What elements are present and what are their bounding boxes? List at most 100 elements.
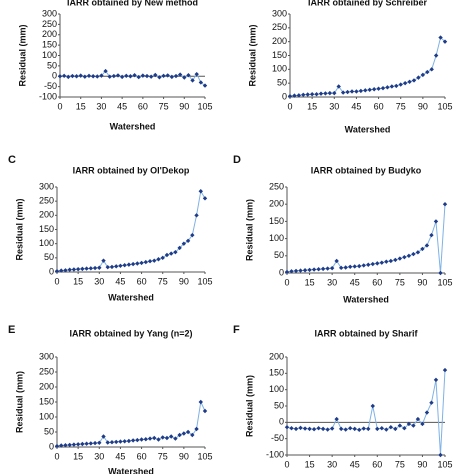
data-point bbox=[153, 72, 158, 78]
data-point bbox=[398, 82, 403, 87]
data-point bbox=[194, 213, 199, 218]
x-tick-label: 30 bbox=[96, 101, 106, 111]
data-point bbox=[198, 399, 203, 405]
data-point bbox=[54, 268, 60, 274]
data-point bbox=[323, 91, 328, 96]
data-point bbox=[177, 432, 182, 438]
data-point bbox=[122, 439, 127, 444]
y-tick-label: 50 bbox=[47, 60, 57, 70]
x-tick-label: 105 bbox=[197, 451, 212, 461]
data-point bbox=[202, 83, 208, 88]
data-point bbox=[66, 74, 71, 80]
data-point bbox=[320, 266, 326, 272]
data-point bbox=[80, 266, 85, 272]
data-point bbox=[168, 434, 174, 439]
data-point bbox=[293, 268, 299, 274]
data-point bbox=[157, 75, 162, 80]
x-tick-label: 45 bbox=[117, 101, 127, 111]
data-point bbox=[314, 92, 319, 97]
y-tick-label: 100 bbox=[269, 233, 284, 243]
data-point bbox=[379, 260, 384, 265]
data-point bbox=[367, 87, 372, 93]
data-point bbox=[397, 256, 403, 261]
x-tick-label: 15 bbox=[76, 101, 86, 111]
data-point bbox=[70, 73, 75, 79]
data-point bbox=[371, 87, 377, 92]
data-point bbox=[190, 78, 195, 83]
y-tick-label: 150 bbox=[39, 224, 54, 234]
data-point bbox=[442, 367, 448, 373]
y-tick-label: 200 bbox=[269, 351, 284, 361]
y-tick-label: 300 bbox=[39, 181, 54, 191]
data-point bbox=[74, 74, 79, 79]
data-point bbox=[135, 437, 140, 443]
x-tick-label: 30 bbox=[327, 277, 337, 287]
x-tick-label: 15 bbox=[73, 276, 83, 286]
data-point bbox=[438, 270, 443, 276]
data-point bbox=[357, 263, 362, 269]
data-point bbox=[307, 267, 312, 273]
data-point bbox=[107, 74, 112, 79]
data-point bbox=[122, 263, 127, 268]
data-point bbox=[118, 439, 123, 444]
data-point bbox=[316, 426, 321, 431]
data-point bbox=[289, 426, 294, 431]
data-point bbox=[352, 264, 357, 269]
data-point bbox=[202, 196, 208, 201]
data-point bbox=[164, 435, 170, 441]
data-point bbox=[302, 426, 308, 431]
data-point bbox=[389, 84, 395, 89]
data-point bbox=[348, 264, 353, 270]
panel-letter: C bbox=[8, 154, 16, 166]
data-point bbox=[80, 441, 85, 447]
data-point bbox=[424, 243, 430, 248]
y-tick-label: 0 bbox=[52, 71, 57, 81]
data-point bbox=[284, 269, 290, 275]
x-tick-label: 60 bbox=[374, 101, 384, 111]
data-point bbox=[82, 74, 88, 79]
data-point bbox=[177, 245, 182, 251]
y-tick-label: 0 bbox=[279, 417, 284, 427]
series-line bbox=[56, 400, 206, 447]
data-point bbox=[194, 426, 199, 432]
y-tick-label: 0 bbox=[279, 267, 284, 277]
data-point bbox=[63, 268, 68, 273]
data-point bbox=[336, 84, 341, 89]
data-point bbox=[402, 426, 407, 431]
data-point bbox=[128, 74, 133, 79]
y-tick-label: 50 bbox=[274, 400, 284, 410]
data-point bbox=[130, 261, 136, 267]
data-point bbox=[88, 266, 94, 271]
data-point bbox=[352, 426, 357, 432]
data-point bbox=[358, 88, 364, 94]
x-tick-label: 75 bbox=[158, 451, 168, 461]
data-point bbox=[143, 437, 148, 442]
data-point bbox=[59, 268, 64, 273]
y-tick-label: 150 bbox=[42, 40, 57, 50]
data-point bbox=[61, 73, 67, 79]
data-point bbox=[415, 416, 421, 422]
data-point bbox=[338, 265, 344, 271]
y-axis-label: Residual (mm) bbox=[14, 198, 24, 260]
data-point bbox=[296, 93, 302, 98]
data-point bbox=[118, 263, 123, 268]
data-point bbox=[140, 73, 146, 78]
x-tick-label: 105 bbox=[437, 101, 452, 111]
data-point bbox=[388, 258, 394, 264]
data-point bbox=[185, 238, 191, 244]
data-point bbox=[164, 252, 170, 258]
y-axis-label: Residual (mm) bbox=[14, 371, 24, 433]
data-point bbox=[433, 53, 439, 58]
data-point bbox=[186, 73, 191, 78]
x-tick-label: 90 bbox=[417, 459, 427, 469]
x-axis-label: Watershed bbox=[343, 472, 389, 474]
data-point bbox=[311, 267, 317, 272]
data-point bbox=[338, 426, 344, 432]
x-tick-label: 30 bbox=[329, 101, 339, 111]
data-point bbox=[109, 264, 115, 270]
data-point bbox=[78, 73, 83, 78]
data-point bbox=[411, 423, 416, 428]
data-point bbox=[415, 250, 421, 255]
data-point bbox=[406, 421, 412, 427]
data-point bbox=[438, 452, 443, 458]
